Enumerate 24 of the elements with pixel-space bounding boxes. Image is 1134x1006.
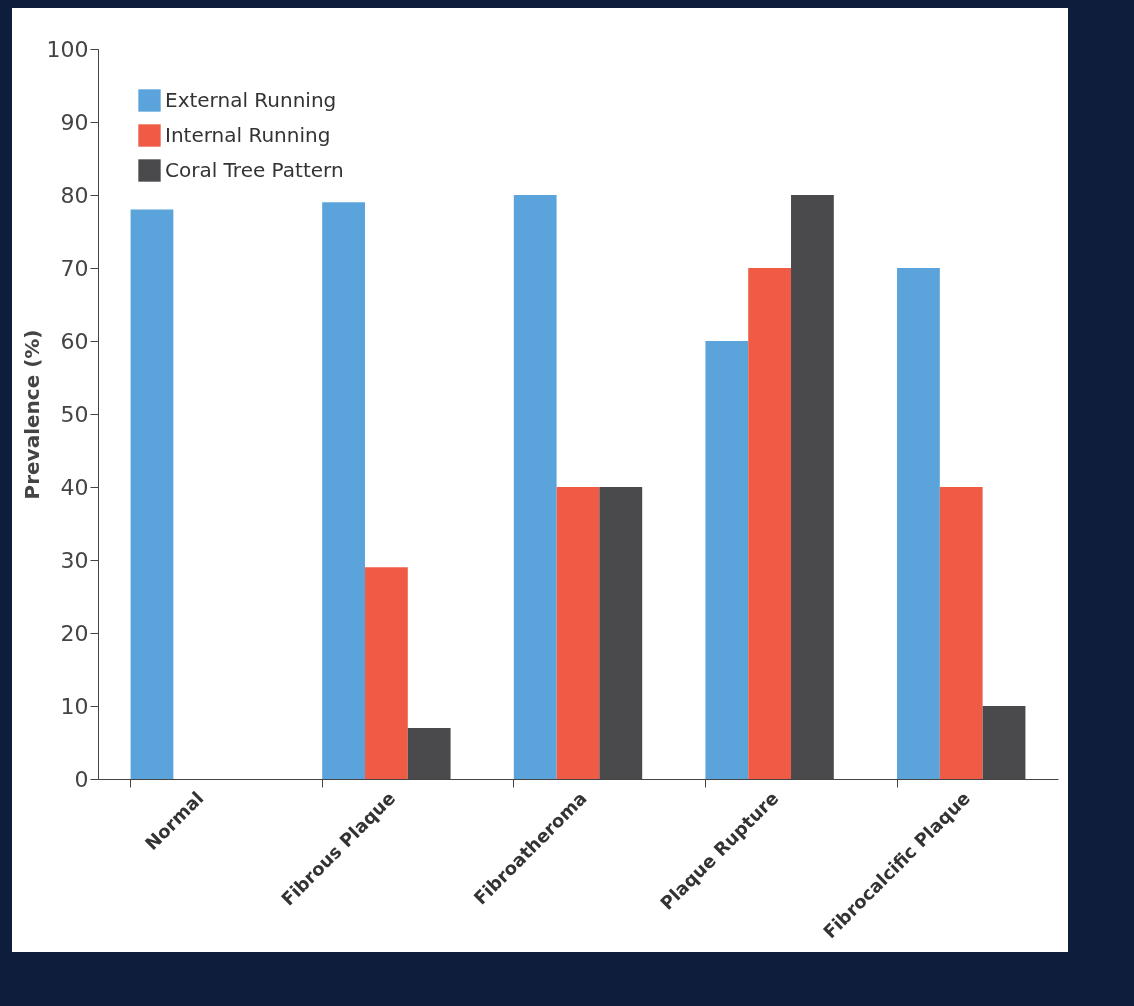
y-tick-label: 90 (60, 109, 89, 135)
y-tick-label: 40 (60, 474, 89, 500)
bar (513, 195, 557, 779)
y-tick-label: 80 (60, 182, 89, 208)
bar (939, 487, 983, 779)
bar (130, 209, 174, 779)
bar (897, 268, 940, 779)
bar (364, 567, 408, 779)
y-tick-label: 100 (46, 36, 89, 62)
y-tick-label: 30 (60, 547, 89, 573)
y-tick-label: 10 (60, 693, 89, 719)
bar (705, 341, 749, 779)
bar (748, 268, 792, 779)
legend-label: Internal Running (165, 122, 331, 147)
bar (556, 487, 600, 779)
y-tick-label: 70 (60, 255, 89, 281)
legend-label: External Running (165, 87, 337, 112)
bar (322, 202, 365, 779)
y-tick-label: 50 (60, 401, 89, 427)
y-tick-label: 0 (74, 766, 89, 792)
legend-label: Coral Tree Pattern (165, 157, 344, 182)
y-axis-title: Prevalence (%) (19, 329, 44, 500)
y-tick-label: 60 (60, 328, 89, 354)
y-tick-label: 20 (60, 620, 89, 646)
